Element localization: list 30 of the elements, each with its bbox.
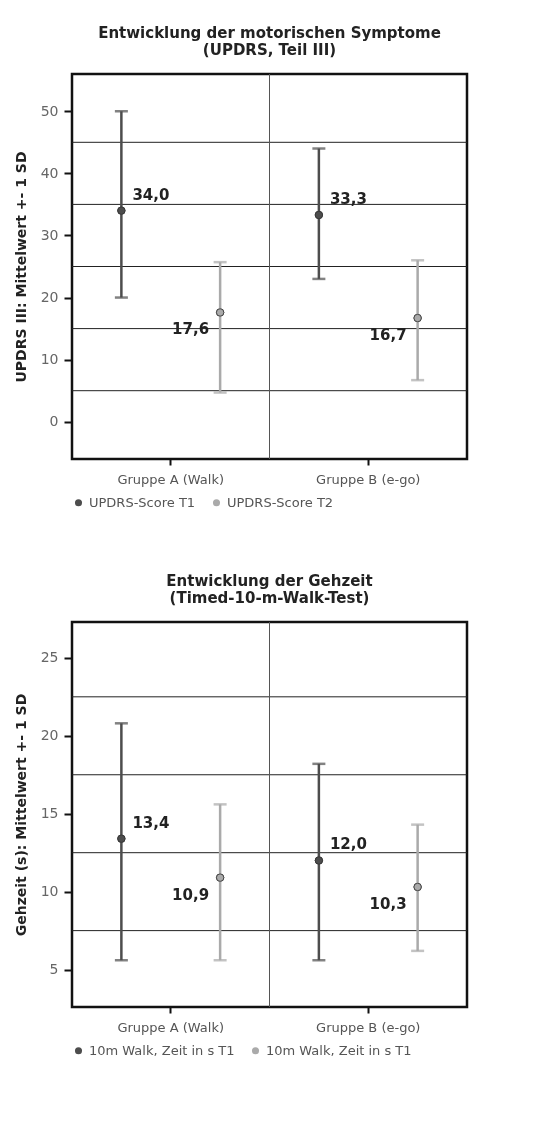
data-label: 16,7 bbox=[369, 326, 407, 345]
data-label: 10,3 bbox=[369, 894, 407, 913]
y-tick-label: 30 bbox=[40, 226, 59, 243]
data-label: 12,0 bbox=[329, 835, 367, 854]
data-label: 13,4 bbox=[132, 813, 170, 832]
y-tick-label: 50 bbox=[40, 102, 59, 119]
data-label: 33,3 bbox=[329, 189, 367, 208]
data-label: 10,9 bbox=[172, 885, 210, 904]
y-tick-label: 40 bbox=[40, 164, 59, 181]
legend-label: UPDRS-Score T2 bbox=[227, 494, 334, 510]
y-axis-title: UPDRS III: Mittelwert +- 1 SD bbox=[12, 151, 29, 383]
legend-label: 10m Walk, Zeit in s T1 bbox=[266, 1042, 412, 1058]
y-tick-label: 20 bbox=[40, 289, 59, 306]
y-tick-label: 5 bbox=[49, 961, 59, 978]
chart-title: Entwicklung der motorischen Symptome (UPDRS, Teil III) bbox=[98, 23, 441, 59]
y-tick-label: 15 bbox=[40, 805, 59, 822]
data-label: 34,0 bbox=[132, 185, 170, 204]
x-tick-label: Gruppe B (e-go) bbox=[316, 1019, 421, 1035]
y-tick-label: 20 bbox=[40, 727, 59, 744]
y-axis-title: Gehzeit (s): Mittelwert +- 1 SD bbox=[12, 693, 29, 937]
y-tick-label: 0 bbox=[49, 413, 59, 430]
y-tick-label: 10 bbox=[40, 883, 59, 900]
legend-label: 10m Walk, Zeit in s T1 bbox=[89, 1042, 235, 1058]
y-tick-label: 10 bbox=[40, 351, 59, 368]
x-tick-label: Gruppe A (Walk) bbox=[117, 1019, 225, 1035]
chart-title: Entwicklung der Gehzeit (Timed-10-m-Walk-Test) bbox=[166, 571, 373, 607]
x-tick-label: Gruppe A (Walk) bbox=[117, 471, 225, 487]
x-tick-label: Gruppe B (e-go) bbox=[316, 471, 421, 487]
legend-label: UPDRS-Score T1 bbox=[89, 494, 196, 510]
y-tick-label: 25 bbox=[40, 649, 59, 666]
